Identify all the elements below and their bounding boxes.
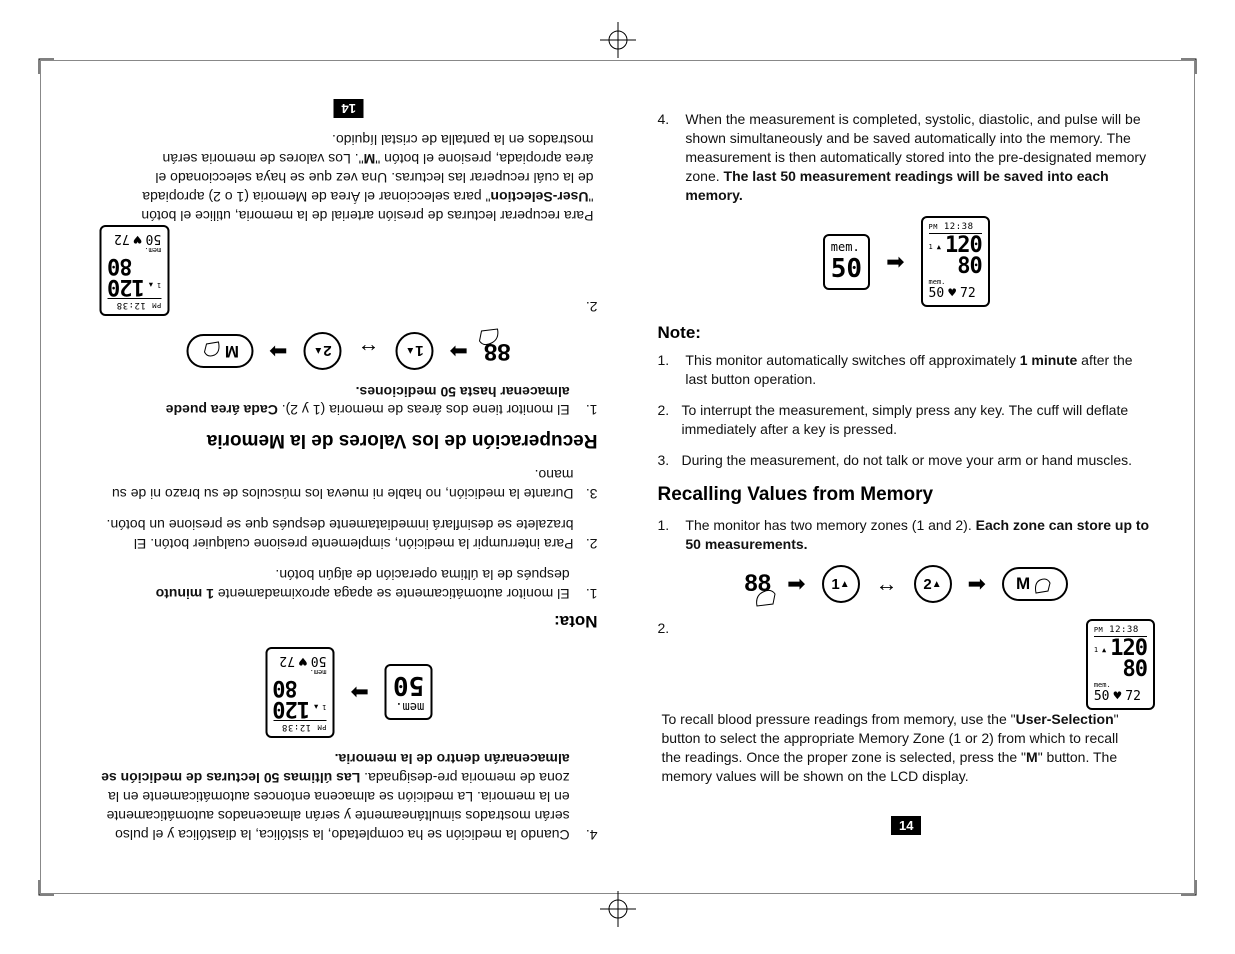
crop-mark-tl (24, 44, 54, 74)
en-note3: 3.During the measurement, do not talk or… (658, 451, 1156, 470)
double-arrow-icon: ↔ (876, 571, 898, 597)
arrow-icon: ➡ (968, 571, 986, 597)
es-memory-diagram: 88 ➡ 1▲ ↔ 2▲ ➡ M (100, 332, 598, 370)
m-button-oval: M (187, 334, 253, 368)
user1-circle: 1▲ (395, 332, 433, 370)
es-note-heading: Nota: (100, 611, 598, 631)
lcd-mem-label: mem. (393, 700, 424, 714)
crop-mark-br (1181, 880, 1211, 910)
en-note-heading: Note: (658, 323, 1156, 343)
es-recall-heading: Recuperación de los Valores de la Memori… (100, 429, 598, 451)
crop-mark-bl (24, 880, 54, 910)
finger-icon (201, 340, 223, 362)
lcd-full-box-2: PM 12:38 1▲120 80 mem. 50♥72 (100, 225, 169, 316)
arrow-icon: ➡ (886, 249, 904, 275)
en-recall1: 1. The monitor has two memory zones (1 a… (658, 516, 1156, 554)
en-recall2-row: PM 12:38 1▲120 80 mem. 50♥72 2. To recal… (658, 619, 1156, 797)
page-number-badge: 14 (891, 816, 921, 835)
es-lcd-illustration: mem. 50 ➡ PM 12:38 1▲120 80 mem. 50♥72 (100, 647, 598, 738)
en-memory-diagram: 88 ➡ 1▲ ↔ 2▲ ➡ M (658, 565, 1156, 603)
double-arrow-icon: ↔ (357, 338, 379, 364)
page-spanish-rotated: 4. Cuando la medición se ha completado, … (100, 110, 598, 844)
en-step4: 4. When the measurement is completed, sy… (658, 110, 1156, 204)
m-button-oval: M (1002, 567, 1068, 601)
user1-circle: 1▲ (822, 565, 860, 603)
page-number-badge: 14 (334, 99, 364, 118)
es-recall2: 2. Para recuperar lecturas de presión ar… (100, 130, 598, 315)
lcd-full-box: PM 12:38 1▲120 80 mem. 50♥72 (921, 216, 990, 307)
es-note2: 2.Para interrumpir la medición, simpleme… (100, 515, 598, 553)
arrow-icon: ➡ (350, 679, 368, 705)
registration-mark-bottom (600, 891, 636, 932)
es-recall2-row: PM 12:38 1▲120 80 mem. 50♥72 2. Para rec… (100, 118, 598, 315)
es-note1: 1. El monitor automáticamente se apaga a… (100, 565, 598, 603)
es-page-number-wrap: 14 (100, 99, 598, 118)
lcd-full-box: PM 12:38 1▲120 80 mem. 50♥72 (265, 647, 334, 738)
finger-icon (474, 325, 502, 353)
en-note1: 1. This monitor automatically switches o… (658, 351, 1156, 389)
crop-mark-tr (1181, 44, 1211, 74)
arrow-icon: ➡ (269, 338, 287, 364)
en-note2: 2.To interrupt the measurement, simply p… (658, 401, 1156, 439)
es-step4: 4. Cuando la medición se ha completado, … (100, 750, 598, 844)
arrow-icon: ➡ (787, 571, 805, 597)
user2-circle: 2▲ (914, 565, 952, 603)
en-recall2: 2. To recall blood pressure readings fro… (658, 619, 1156, 785)
en-step4-bold: The last 50 measurement readings will be… (685, 168, 1108, 203)
lcd-full-box-2: PM 12:38 1▲120 80 mem. 50♥72 (1086, 619, 1155, 710)
en-lcd-illustration: mem. 50 ➡ PM 12:38 1▲120 80 mem. 50♥72 (658, 216, 1156, 307)
es-recall1: 1. El monitor tiene dos áreas de memoria… (100, 382, 598, 420)
lcd-mem-box: mem. 50 (823, 234, 870, 290)
en-recall-heading: Recalling Values from Memory (658, 484, 1156, 506)
finger-icon (1032, 573, 1054, 595)
lcd-mem-count: 50 (393, 670, 424, 700)
arrow-icon: ➡ (449, 338, 467, 364)
registration-mark-top (600, 22, 636, 63)
en-page-number-wrap: 14 (658, 816, 1156, 835)
finger-icon (753, 582, 781, 610)
lcd-mem-box: mem. 50 (385, 664, 432, 720)
user2-circle: 2▲ (303, 332, 341, 370)
page-english: 4. When the measurement is completed, sy… (658, 110, 1156, 844)
es-note3: 3.Durante la medición, no hable ni mueva… (100, 465, 598, 503)
